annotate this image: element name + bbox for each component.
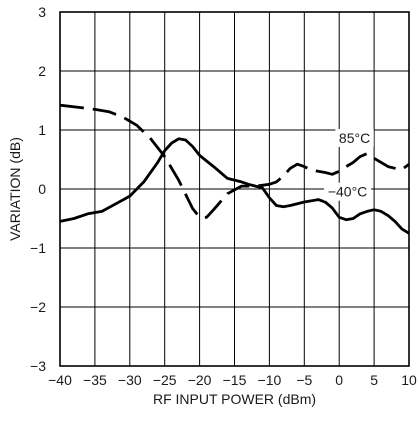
x-tick-labels: −40 −35 −30 −25 −20 −15 −10 −5 0 5 10 (48, 372, 417, 388)
y-tick-label: −2 (30, 299, 46, 315)
x-axis-title: RF INPUT POWER (dBm) (153, 391, 316, 407)
y-tick-label: 3 (38, 4, 46, 20)
x-tick-label: −40 (48, 372, 72, 388)
series-annotation: −40°C (328, 184, 367, 200)
y-tick-label: −1 (30, 240, 46, 256)
annotations: 85°C −40°C (324, 128, 374, 201)
x-tick-label: −5 (296, 372, 312, 388)
plot-frame (59, 11, 410, 367)
x-tick-label: −30 (118, 372, 142, 388)
x-tick-label: 5 (370, 372, 378, 388)
y-tick-label: 1 (38, 122, 46, 138)
annotation-background (324, 182, 372, 201)
series-line-1 (59, 137, 410, 235)
annotation-background (335, 128, 374, 147)
y-tick-labels: −3 −2 −1 0 1 2 3 (30, 4, 46, 374)
y-tick-label: −3 (30, 358, 46, 374)
x-tick-label: −15 (223, 372, 247, 388)
series-annotation: 85°C (339, 130, 370, 146)
x-tick-label: −35 (83, 372, 107, 388)
x-tick-label: −10 (258, 372, 282, 388)
x-tick-label: 10 (401, 372, 417, 388)
x-tick-label: −20 (188, 372, 212, 388)
x-tick-label: −25 (153, 372, 177, 388)
y-tick-label: 2 (38, 63, 46, 79)
series-group (59, 103, 410, 235)
y-tick-label: 0 (38, 181, 46, 197)
series-line-0 (59, 103, 410, 219)
x-tick-label: 0 (335, 372, 343, 388)
y-axis-title: VARIATION (dB) (7, 137, 23, 241)
